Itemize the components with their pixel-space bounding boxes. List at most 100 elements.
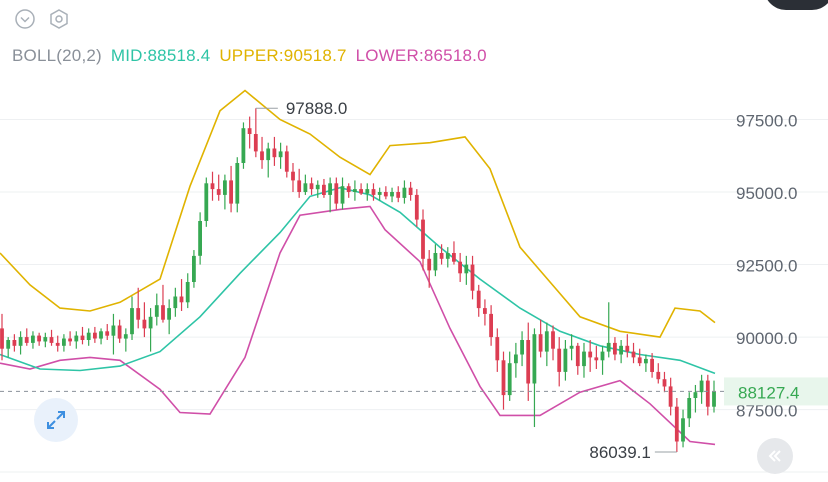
candle-body	[662, 379, 667, 387]
candle-body	[253, 134, 258, 152]
candle-body	[192, 255, 196, 282]
candle-body	[272, 148, 277, 158]
candle-body	[80, 335, 85, 340]
candle-body	[123, 334, 128, 339]
candle-body	[390, 192, 394, 197]
settings-hexagon-icon[interactable]	[48, 8, 70, 30]
candle-body	[198, 221, 202, 256]
candle-body	[495, 337, 500, 361]
indicator-name: BOLL(20,2)	[12, 46, 102, 65]
toolbar	[0, 0, 828, 40]
candle-body	[532, 334, 537, 384]
candle-body	[575, 345, 580, 367]
candle-body	[644, 358, 648, 364]
candle-body	[674, 406, 679, 442]
candle-body	[260, 151, 264, 161]
candle-body	[328, 183, 332, 195]
candle-body	[309, 183, 314, 190]
candle-body	[439, 253, 444, 259]
candle-body	[111, 325, 116, 336]
candle-body	[6, 340, 11, 349]
candle-body	[544, 331, 549, 352]
candle-body	[266, 148, 271, 161]
indicator-legend: BOLL(20,2) MID:88518.4 UPPER:90518.7 LOW…	[12, 46, 491, 66]
candle-body	[458, 261, 462, 274]
candle-body	[383, 192, 388, 197]
candle-body	[427, 258, 432, 271]
candle-body	[167, 308, 171, 320]
candle-body	[563, 348, 568, 372]
candle-body	[402, 187, 407, 198]
candle-body	[24, 337, 29, 343]
candle-body	[142, 319, 147, 329]
candle-body	[637, 357, 642, 364]
candle-body	[55, 342, 60, 346]
expand-arrows-icon	[47, 411, 65, 429]
candle-body	[74, 335, 79, 342]
candle-body	[68, 338, 72, 342]
high-price-label: 97888.0	[286, 99, 347, 118]
double-chevron-left-icon	[768, 450, 781, 462]
corner-decoration	[764, 0, 828, 10]
candle-body	[600, 351, 605, 361]
candle-body	[179, 296, 184, 303]
candle-body	[297, 180, 302, 192]
candle-body	[235, 163, 240, 204]
candle-body	[37, 335, 41, 342]
candle-body	[656, 371, 661, 380]
candle-body	[148, 316, 153, 329]
candle-body	[31, 335, 35, 343]
candle-body	[62, 338, 66, 346]
candle-body	[606, 342, 611, 352]
expand-button[interactable]	[34, 398, 78, 442]
candle-body	[414, 194, 419, 220]
candle-body	[507, 363, 512, 396]
candle-body	[594, 357, 599, 361]
candle-body	[99, 331, 103, 339]
candle-body	[650, 358, 654, 372]
candle-body	[247, 128, 252, 134]
candle-body	[353, 189, 357, 192]
candle-body	[470, 264, 475, 291]
candle-body	[43, 337, 48, 342]
candle-body	[204, 183, 209, 221]
candle-body	[210, 183, 215, 190]
upper-band-line	[0, 89, 716, 338]
candle-body	[377, 192, 382, 195]
candle-body	[501, 360, 506, 396]
candle-body	[291, 171, 295, 181]
candle-body	[613, 342, 617, 355]
candle-body	[365, 189, 370, 194]
candle-body	[93, 332, 97, 339]
chevron-down-circle-icon[interactable]	[14, 8, 36, 30]
candle-body	[476, 290, 481, 309]
candle-body	[408, 187, 413, 195]
candle-body	[334, 183, 339, 204]
candle-body	[185, 282, 190, 303]
candle-body	[49, 337, 54, 343]
candle-body	[303, 183, 308, 192]
candle-body	[514, 354, 518, 364]
candle-body	[130, 308, 134, 335]
candle-body	[520, 340, 524, 355]
candle-body	[340, 186, 345, 204]
candle-body	[712, 391, 716, 407]
indicator-mid: MID:88518.4	[110, 46, 211, 65]
candle-body	[0, 328, 4, 349]
back-to-latest-button[interactable]	[757, 438, 793, 474]
lower-band-line	[0, 205, 716, 446]
candle-body	[346, 186, 351, 192]
candle-body	[86, 332, 91, 340]
candle-body	[359, 189, 363, 194]
candle-body	[105, 331, 110, 336]
candle-body	[557, 348, 562, 372]
candle-body	[18, 337, 23, 346]
indicator-lower: LOWER:86518.0	[355, 46, 487, 65]
candle-body	[668, 386, 673, 407]
candle-body	[154, 305, 159, 317]
low-price-label: 86039.1	[589, 443, 650, 462]
candle-body	[625, 345, 630, 352]
candle-body	[322, 184, 326, 195]
candle-body	[687, 398, 692, 419]
